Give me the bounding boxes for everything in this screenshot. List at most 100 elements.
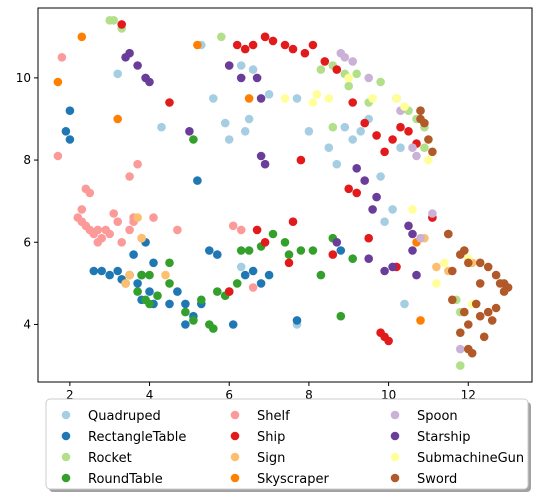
- data-point: [416, 233, 425, 243]
- legend-label: Starship: [417, 430, 471, 445]
- data-point: [456, 328, 465, 338]
- data-point: [364, 233, 374, 243]
- y-tick-label: 4: [23, 317, 31, 331]
- data-point: [308, 98, 318, 107]
- data-point: [213, 250, 222, 259]
- data-point: [181, 320, 190, 329]
- data-point: [248, 65, 258, 74]
- data-point: [236, 225, 246, 235]
- data-point: [400, 102, 409, 111]
- data-point: [296, 246, 306, 255]
- data-point: [189, 135, 198, 144]
- data-point: [53, 151, 63, 161]
- y-tick-label: 10: [16, 71, 31, 85]
- legend-marker: [61, 410, 71, 420]
- data-point: [252, 225, 262, 235]
- data-point: [149, 213, 158, 222]
- legend-entry: Starship: [390, 430, 471, 445]
- data-point: [396, 143, 405, 152]
- data-point: [232, 279, 242, 288]
- data-point: [495, 279, 505, 288]
- data-point: [240, 270, 250, 280]
- data-point: [428, 147, 437, 157]
- data-point: [296, 155, 306, 165]
- data-point: [352, 188, 362, 198]
- data-point: [280, 40, 290, 50]
- data-point: [288, 44, 298, 54]
- data-point: [336, 311, 346, 321]
- data-point: [332, 238, 342, 247]
- data-point: [264, 270, 274, 280]
- data-point: [165, 299, 174, 309]
- data-point: [392, 94, 401, 103]
- legend-marker: [390, 473, 400, 483]
- data-point: [340, 122, 350, 132]
- data-point: [292, 316, 302, 325]
- data-point: [471, 299, 481, 309]
- data-point: [448, 295, 457, 305]
- data-point: [65, 106, 75, 115]
- data-point: [460, 307, 469, 317]
- data-point: [328, 250, 338, 259]
- data-point: [153, 291, 162, 301]
- data-point: [145, 270, 154, 280]
- data-point: [93, 238, 103, 247]
- data-point: [336, 246, 346, 255]
- data-point: [61, 127, 71, 136]
- legend-entry: SubmachineGun: [390, 451, 524, 466]
- data-point: [324, 143, 334, 152]
- data-point: [133, 287, 142, 296]
- legend-marker: [230, 431, 240, 441]
- data-point: [236, 262, 246, 272]
- data-point: [428, 209, 437, 218]
- data-point: [479, 332, 489, 342]
- data-point: [77, 32, 87, 42]
- data-point: [316, 65, 326, 74]
- data-point: [292, 94, 302, 103]
- data-point: [240, 127, 250, 136]
- legend-entry: Ship: [230, 430, 285, 445]
- data-point: [368, 205, 377, 214]
- data-point: [332, 159, 342, 169]
- data-point: [244, 246, 254, 255]
- data-point: [432, 279, 441, 288]
- data-point: [224, 61, 234, 70]
- data-point: [89, 266, 99, 276]
- data-point: [224, 135, 234, 144]
- data-point: [404, 127, 413, 136]
- data-point: [396, 122, 405, 132]
- data-point: [464, 320, 473, 329]
- plot-frame: [37, 7, 533, 383]
- data-point: [252, 73, 262, 83]
- data-point: [380, 266, 389, 276]
- data-point: [161, 270, 170, 280]
- data-point: [280, 238, 290, 247]
- data-point: [97, 266, 106, 276]
- data-point: [372, 192, 381, 202]
- legend-label: Quadruped: [88, 409, 161, 424]
- data-point: [248, 266, 258, 276]
- legend-entry: Shelf: [230, 409, 290, 424]
- legend-label: Sign: [257, 451, 285, 466]
- data-point: [368, 94, 377, 103]
- data-point: [149, 258, 158, 268]
- data-point: [236, 73, 246, 83]
- data-point: [268, 229, 278, 239]
- data-point: [352, 164, 362, 173]
- data-point: [483, 307, 493, 317]
- data-point: [145, 299, 154, 309]
- data-point: [260, 238, 270, 247]
- data-point: [236, 246, 246, 255]
- data-point: [53, 77, 63, 87]
- data-point: [244, 94, 254, 103]
- x-tick-label: 6: [225, 388, 233, 402]
- data-point: [416, 106, 425, 115]
- data-point: [240, 44, 250, 54]
- data-point: [185, 127, 194, 136]
- data-point: [384, 336, 393, 346]
- data-point: [217, 32, 226, 42]
- data-point: [256, 151, 266, 161]
- data-point: [133, 213, 142, 222]
- series-ship: [117, 20, 453, 346]
- data-point: [173, 287, 182, 296]
